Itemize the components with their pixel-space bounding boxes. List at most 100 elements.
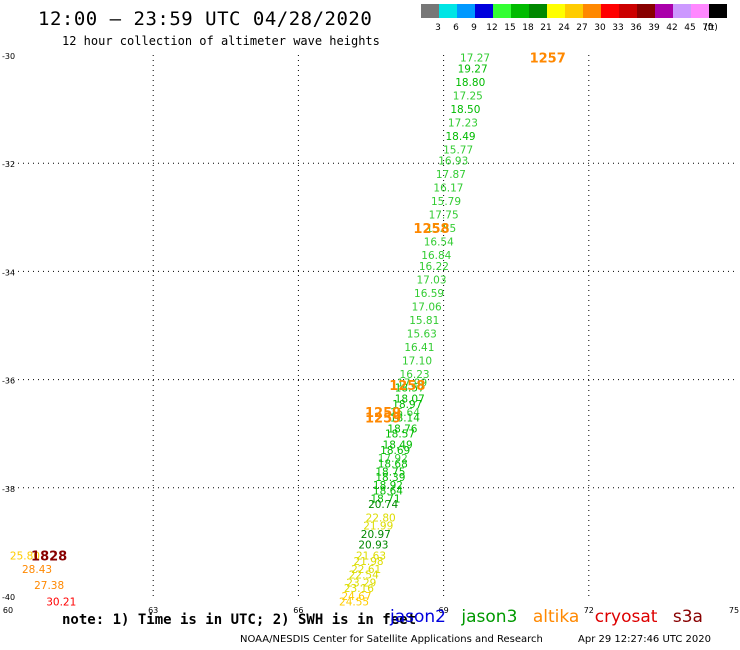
- wave-height-value: 17.27: [460, 53, 490, 65]
- wave-height-value: 22.61: [351, 564, 381, 576]
- lat-tick-label: -38: [2, 485, 15, 494]
- wave-height-value: 24.55: [339, 596, 369, 608]
- wave-height-value: 20.93: [358, 540, 388, 552]
- satellite-legend: jason2 jason3 altika cryosat s3a: [390, 607, 713, 627]
- wave-height-value: 30.21: [46, 596, 76, 608]
- wave-height-value: 18.14: [390, 412, 420, 424]
- wave-height-value: 18.80: [455, 77, 485, 89]
- color-bin-label: 36: [630, 23, 642, 33]
- color-bin-label: 42: [666, 23, 677, 33]
- wave-height-value: 16.41: [404, 342, 434, 354]
- color-bin-swatch: [709, 4, 727, 18]
- color-bin-swatch: [673, 4, 691, 18]
- page-subtitle: 12 hour collection of altimeter wave hei…: [62, 34, 380, 48]
- wave-height-value: 18.07: [395, 394, 425, 406]
- pass-time-label: 1258: [389, 379, 425, 394]
- wave-height-value: 21.99: [363, 521, 393, 533]
- wave-height-value: 20.97: [361, 529, 391, 541]
- color-bin-label: 6: [453, 23, 459, 33]
- wave-height-value: 17.99: [397, 377, 427, 389]
- lat-tick-label: -32: [2, 160, 15, 169]
- wave-height-value: 18.50: [450, 104, 480, 116]
- wave-height-value: 18.75: [375, 467, 405, 479]
- color-bin-swatch: [529, 4, 547, 18]
- units-note: note: 1) Time is in UTC; 2) SWH is in fe…: [62, 612, 417, 628]
- wave-height-value: 17.10: [402, 356, 432, 368]
- wave-height-value: 18.68: [378, 458, 408, 470]
- wave-height-value: 15.55: [426, 223, 456, 235]
- wave-height-value: 15.79: [431, 196, 461, 208]
- wave-height-value: 18.49: [383, 440, 413, 452]
- wave-height-value: 18.69: [380, 445, 410, 457]
- wave-height-value: 18.57: [395, 383, 425, 395]
- legend-jason3: jason3: [461, 607, 518, 627]
- color-scale-unit: (ft): [704, 23, 718, 33]
- color-bin-label: 33: [612, 23, 623, 33]
- wave-height-value: 15.63: [407, 329, 437, 341]
- color-bin-swatch: [583, 4, 601, 18]
- footer-credit: NOAA/NESDIS Center for Satellite Applica…: [240, 634, 543, 645]
- pass-time-label: 1258: [413, 222, 449, 237]
- wave-height-value: 24.67: [341, 591, 371, 603]
- color-scale-legend: 3 6 9 12 15 18 21 24 27 30 33 36 39 42 45 70(ft): [421, 4, 727, 33]
- color-bin-swatch: [547, 4, 565, 18]
- wave-height-value: 21.98: [354, 556, 384, 568]
- wave-height-value: 18.64: [373, 486, 403, 498]
- color-bin-label: 70: [702, 23, 714, 33]
- lat-tick-label: -30: [2, 52, 15, 61]
- color-bin-label: 30: [594, 23, 606, 33]
- wave-height-value: 16.22: [419, 261, 449, 273]
- wave-height-value: 18.76: [387, 423, 417, 435]
- page-title: 12:00 – 23:59 UTC 04/28/2020: [38, 8, 373, 30]
- wave-height-value: 23.29: [346, 577, 376, 589]
- wave-height-value: 16.23: [400, 369, 430, 381]
- color-bin-swatch: [421, 4, 439, 18]
- wave-height-value: 17.23: [448, 118, 478, 130]
- color-bin-label: 45: [684, 23, 695, 33]
- wave-height-value: 18.71: [370, 494, 400, 506]
- lon-tick-label: 69: [439, 606, 449, 615]
- legend-jason2: jason2: [390, 607, 446, 627]
- color-bin-label: 18: [522, 23, 534, 33]
- color-bin-swatch: [439, 4, 457, 18]
- color-bin-swatch: [511, 4, 529, 18]
- color-bin-label: 12: [486, 23, 497, 33]
- wave-height-value: 17.75: [429, 210, 459, 222]
- wave-height-value: 16.17: [433, 183, 463, 195]
- lat-tick-label: -34: [2, 268, 15, 277]
- wave-height-value: 16.59: [414, 288, 444, 300]
- wave-height-value: 16.84: [421, 250, 451, 262]
- color-bin-label: 27: [576, 23, 587, 33]
- wave-height-value: 16.93: [438, 155, 468, 167]
- lon-tick-label: 72: [584, 606, 594, 615]
- color-bin-swatch: [619, 4, 637, 18]
- lon-tick-label: 66: [293, 606, 303, 615]
- color-bin-label: 9: [471, 23, 477, 33]
- wave-height-value: 25.80: [10, 550, 40, 562]
- color-bin-label: 15: [504, 23, 515, 33]
- legend-cryosat: cryosat: [594, 607, 658, 627]
- wave-height-value: 18.57: [385, 429, 415, 441]
- wave-height-value: 17.06: [412, 302, 442, 314]
- color-bin-swatch: [601, 4, 619, 18]
- color-bin-label: 3: [435, 23, 441, 33]
- pass-time-label: 1259: [365, 406, 401, 421]
- color-bin-swatch: [475, 4, 493, 18]
- pass-time-label: 1259: [365, 411, 401, 426]
- wave-height-value: 17.87: [436, 169, 466, 181]
- wave-height-value: 19.27: [458, 64, 488, 76]
- color-bin-label: 24: [558, 23, 570, 33]
- lon-tick-label: 75: [729, 606, 739, 615]
- color-bin-label: 39: [648, 23, 660, 33]
- wave-height-value: 27.38: [34, 580, 64, 592]
- wave-height-value: 23.16: [344, 583, 374, 595]
- wave-height-value: 16.54: [424, 237, 454, 249]
- color-bin-swatch: [691, 4, 709, 18]
- wave-height-value: 21.63: [356, 550, 386, 562]
- wave-height-value: 18.92: [373, 480, 403, 492]
- color-bin-label: 21: [540, 23, 551, 33]
- color-bin-swatch: [457, 4, 475, 18]
- wave-height-value: 15.77: [443, 145, 473, 157]
